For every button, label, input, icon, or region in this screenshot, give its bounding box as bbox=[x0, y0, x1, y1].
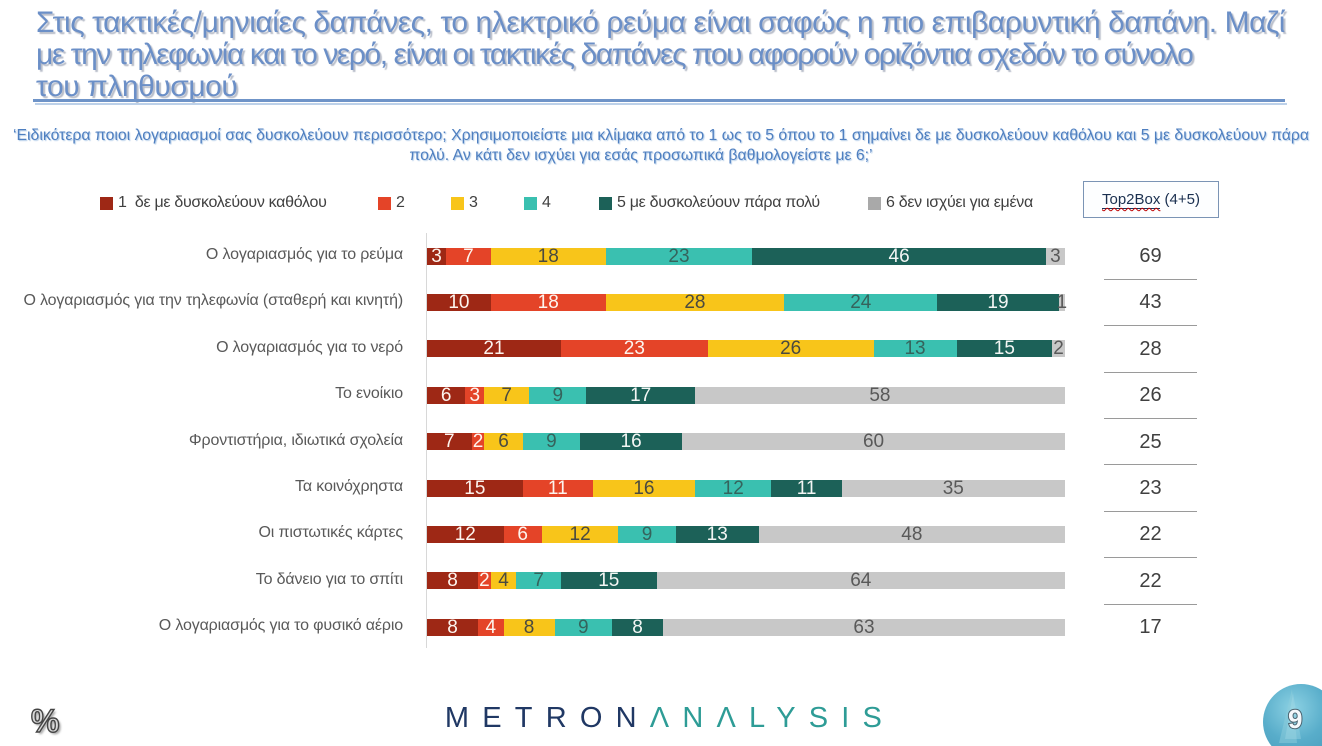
svg-text:9: 9 bbox=[1288, 704, 1302, 734]
